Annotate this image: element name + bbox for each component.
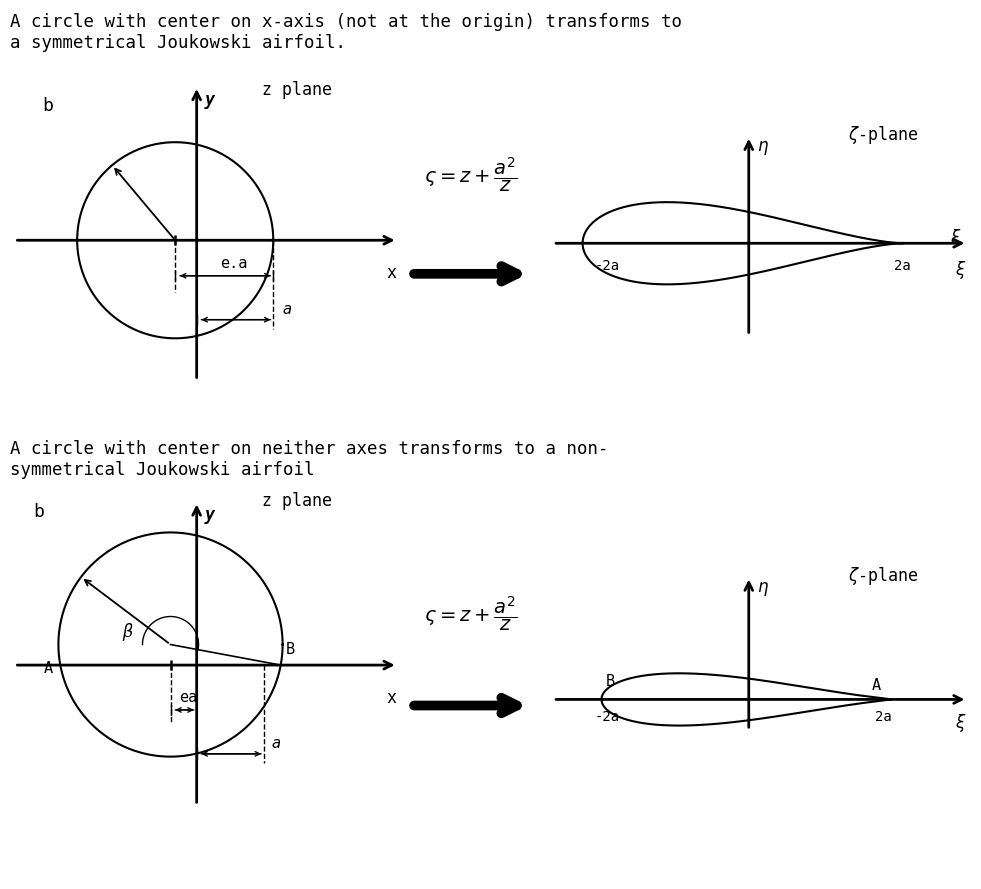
Text: A circle with center on x-axis (not at the origin) transforms to
a symmetrical J: A circle with center on x-axis (not at t… (10, 13, 682, 52)
Text: $\eta$: $\eta$ (757, 581, 769, 598)
Text: z plane: z plane (262, 493, 332, 510)
Text: b: b (42, 97, 53, 116)
Text: A: A (43, 661, 53, 676)
Text: B: B (605, 674, 614, 689)
Text: $\varsigma = z + \dfrac{a^2}{z}$: $\varsigma = z + \dfrac{a^2}{z}$ (424, 155, 518, 194)
Text: A circle with center on neither axes transforms to a non-
symmetrical Joukowski : A circle with center on neither axes tra… (10, 440, 608, 479)
Text: $\zeta$-plane: $\zeta$-plane (849, 124, 918, 146)
Text: A: A (871, 678, 881, 693)
Text: $\eta$: $\eta$ (757, 139, 769, 157)
Text: z plane: z plane (262, 82, 332, 100)
Text: $\varsigma = z + \dfrac{a^2}{z}$: $\varsigma = z + \dfrac{a^2}{z}$ (424, 594, 518, 633)
Text: ea: ea (180, 691, 197, 706)
Text: $\xi$: $\xi$ (955, 712, 966, 733)
Text: a: a (283, 302, 291, 317)
Text: $\xi$: $\xi$ (951, 228, 961, 249)
Text: y: y (204, 507, 214, 525)
Text: $\xi$: $\xi$ (955, 260, 966, 281)
Text: y: y (204, 91, 214, 108)
Text: x: x (387, 689, 396, 708)
Text: B: B (285, 642, 294, 657)
Text: b: b (33, 503, 44, 522)
Text: e.a: e.a (220, 256, 247, 271)
Text: $\zeta$-plane: $\zeta$-plane (849, 565, 918, 587)
Text: a: a (272, 736, 281, 751)
Text: -2a: -2a (594, 259, 619, 273)
Text: -2a: -2a (594, 710, 619, 724)
Text: 2a: 2a (894, 259, 910, 273)
Text: 2a: 2a (875, 710, 892, 724)
Text: β: β (122, 623, 131, 641)
Text: x: x (387, 264, 396, 282)
